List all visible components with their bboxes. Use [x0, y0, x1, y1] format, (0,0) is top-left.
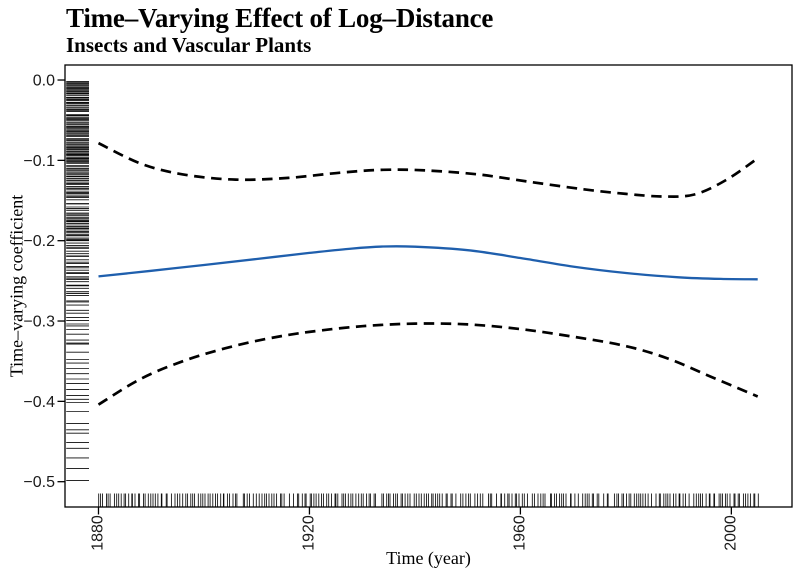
x-tick-label: 1960	[511, 515, 528, 551]
chart-title: Time–Varying Effect of Log–Distance	[66, 3, 494, 33]
y-tick-label: −0.4	[23, 394, 55, 411]
left-rug	[66, 81, 89, 481]
upper-95-ci-curve	[97, 141, 759, 198]
plot-frame	[64, 64, 793, 508]
x-tick-label: 1920	[300, 515, 317, 551]
y-axis: 0.0 −0.1 −0.2 −0.3 −0.4 −0.5	[23, 73, 65, 491]
y-tick-label: −0.5	[23, 474, 55, 491]
x-axis-title: Time (year)	[386, 548, 471, 568]
lower-95-ci-curve	[97, 322, 759, 406]
y-tick-label: −0.1	[23, 153, 55, 170]
bottom-rug	[98, 493, 759, 507]
x-tick-label: 1880	[89, 515, 106, 551]
y-tick-label: −0.2	[23, 233, 55, 250]
chart-subtitle: Insects and Vascular Plants	[66, 33, 312, 57]
y-tick-label: 0.0	[33, 73, 55, 90]
y-tick-label: −0.3	[23, 314, 55, 331]
estimate-curve	[98, 245, 758, 281]
x-axis: 1880 1920 1960 2000	[89, 507, 739, 551]
x-tick-label: 2000	[722, 515, 739, 551]
